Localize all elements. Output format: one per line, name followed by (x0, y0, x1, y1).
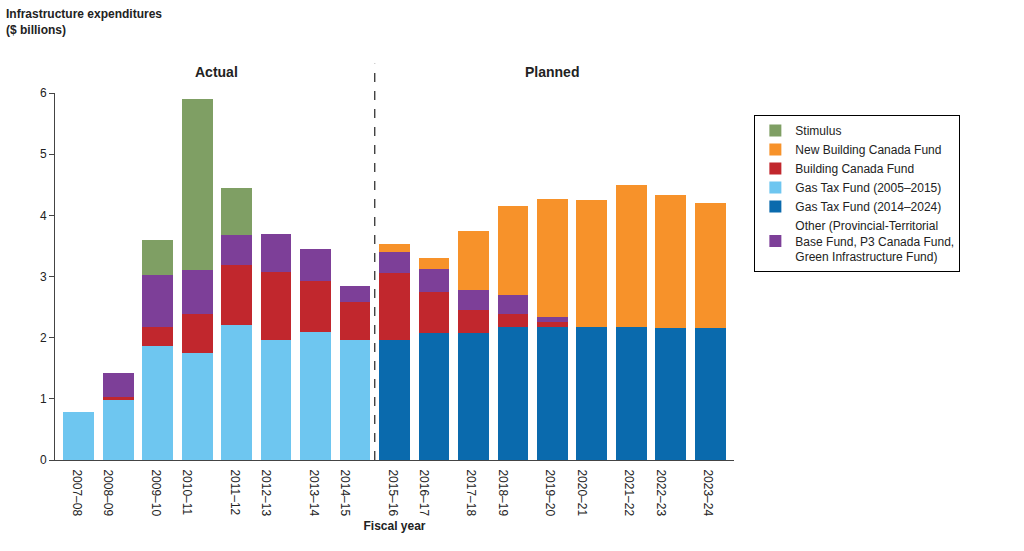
svg-text:2009–10: 2009–10 (149, 469, 163, 516)
svg-text:Gas Tax Fund (2014–2024): Gas Tax Fund (2014–2024) (795, 200, 941, 214)
svg-text:1: 1 (40, 392, 47, 406)
svg-text:Planned: Planned (525, 64, 579, 80)
svg-text:2021–22: 2021–22 (622, 469, 636, 516)
svg-text:Other (Provincial-TerritorialB: Other (Provincial-TerritorialBase Fund, … (795, 219, 954, 264)
svg-text:4: 4 (40, 209, 47, 223)
svg-text:Gas Tax Fund (2005–2015): Gas Tax Fund (2005–2015) (795, 181, 941, 195)
svg-text:0: 0 (40, 453, 47, 467)
svg-text:2012–13: 2012–13 (259, 469, 273, 516)
svg-text:2011–12: 2011–12 (228, 469, 242, 515)
svg-text:2014–15: 2014–15 (338, 469, 352, 516)
svg-text:5: 5 (40, 147, 47, 161)
svg-text:Fiscal year: Fiscal year (363, 519, 425, 533)
svg-text:Actual: Actual (195, 64, 238, 80)
svg-text:2019–20: 2019–20 (543, 469, 557, 516)
svg-text:2020–21: 2020–21 (575, 469, 589, 516)
svg-text:Infrastructure expenditures($: Infrastructure expenditures($ billions) (6, 7, 162, 37)
svg-text:2017–18: 2017–18 (464, 469, 478, 516)
svg-text:New Building Canada Fund: New Building Canada Fund (795, 143, 941, 157)
svg-text:2023–24: 2023–24 (701, 469, 715, 516)
svg-text:2015–16: 2015–16 (386, 469, 400, 516)
svg-text:2018–19: 2018–19 (496, 469, 510, 516)
svg-text:2: 2 (40, 331, 47, 345)
svg-text:2013–14: 2013–14 (307, 469, 321, 516)
svg-text:6: 6 (40, 86, 47, 100)
svg-text:2008–09: 2008–09 (101, 469, 115, 516)
svg-text:2016–17: 2016–17 (417, 469, 431, 516)
svg-text:2010–11: 2010–11 (180, 469, 194, 515)
svg-text:Building Canada Fund: Building Canada Fund (795, 162, 914, 176)
svg-text:2007–08: 2007–08 (70, 469, 84, 516)
svg-text:Stimulus: Stimulus (795, 124, 841, 138)
svg-text:2022–23: 2022–23 (654, 469, 668, 516)
svg-text:3: 3 (40, 270, 47, 284)
